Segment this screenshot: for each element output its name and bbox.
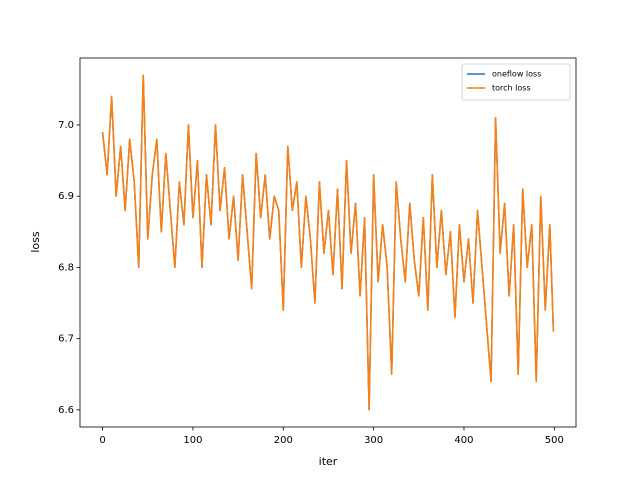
y-tick-label: 6.9 — [58, 191, 74, 202]
x-tick-label: 200 — [274, 435, 293, 446]
x-tick-label: 500 — [545, 435, 564, 446]
y-tick-label: 6.6 — [58, 405, 74, 416]
y-axis-label: loss — [29, 231, 42, 253]
axes-frame — [79, 57, 577, 428]
x-tick-label: 100 — [183, 435, 202, 446]
line-series — [101, 74, 555, 411]
x-tick-label: 0 — [99, 435, 105, 446]
y-tick-label: 6.8 — [58, 262, 74, 273]
x-axis-label: iter — [319, 455, 338, 468]
legend-text: oneflow loss — [492, 70, 541, 79]
x-tick-label: 300 — [364, 435, 383, 446]
y-tick-label: 7.0 — [58, 120, 74, 131]
y-tick-label: 6.7 — [58, 334, 74, 345]
legend-box — [461, 63, 571, 101]
legend-text: torch loss — [492, 84, 531, 93]
x-tick-label: 400 — [454, 435, 473, 446]
